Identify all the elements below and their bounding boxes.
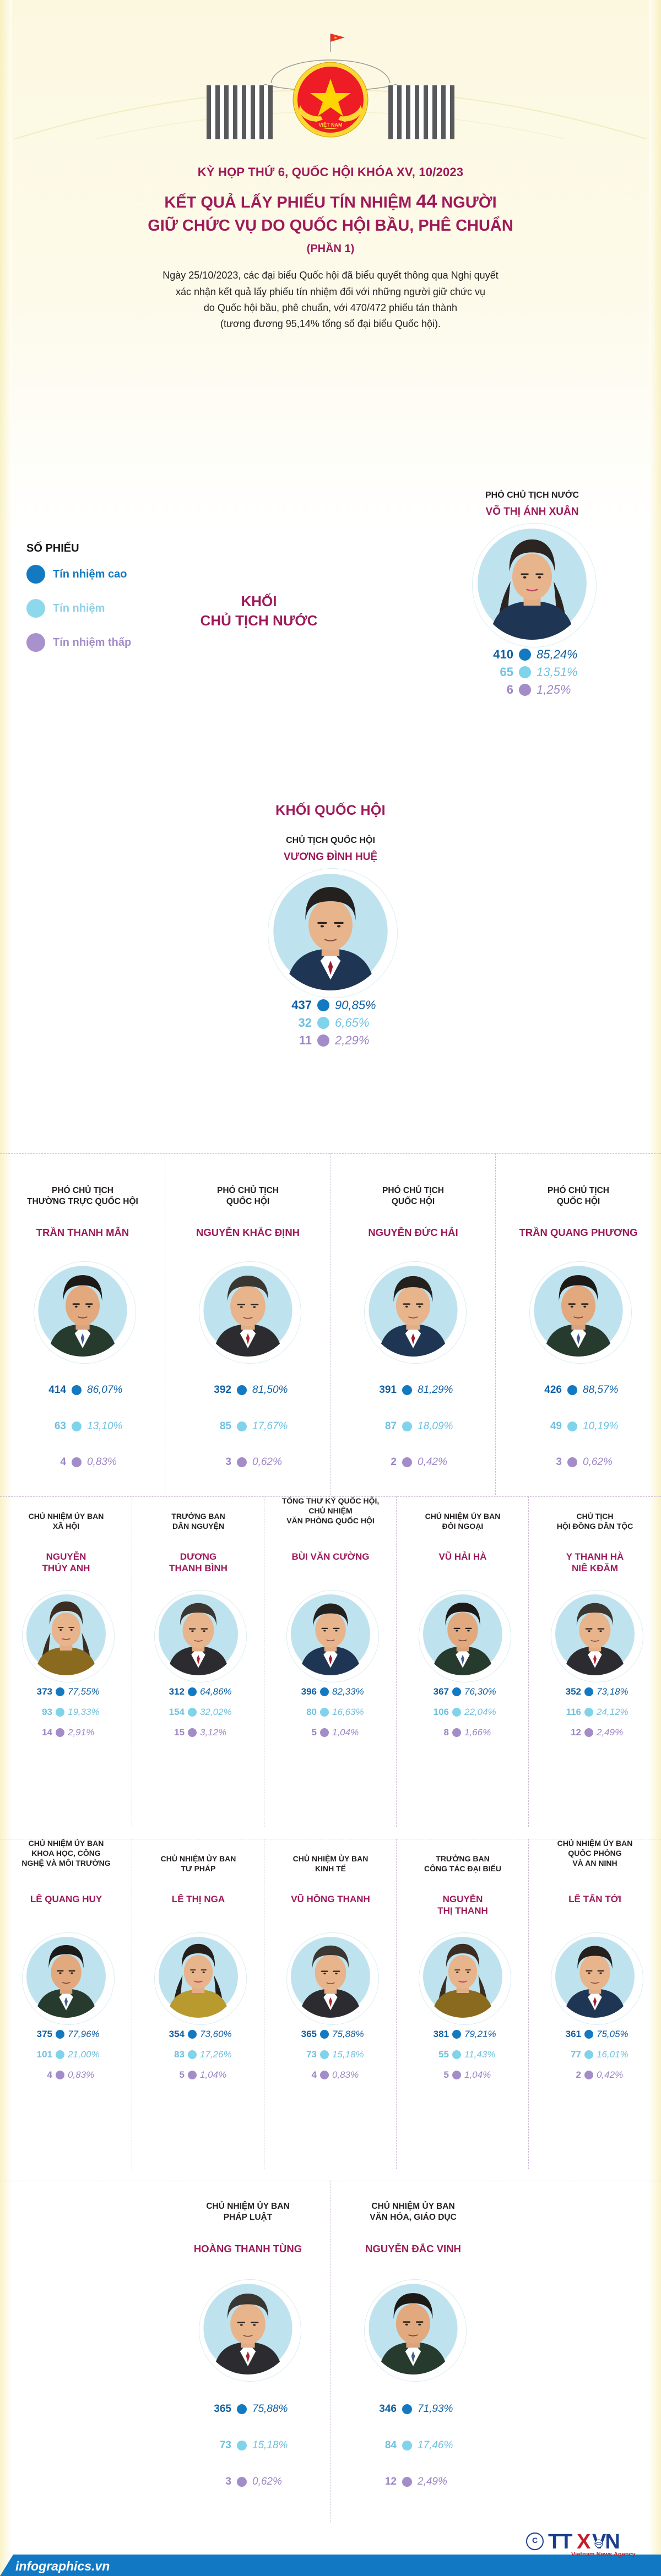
svg-text:X: X: [577, 2530, 591, 2553]
svg-text:Vietnam News Agency: Vietnam News Agency: [571, 2551, 636, 2558]
svg-text:VIỆT NAM: VIỆT NAM: [318, 122, 342, 128]
svg-text:TT: TT: [548, 2530, 572, 2553]
